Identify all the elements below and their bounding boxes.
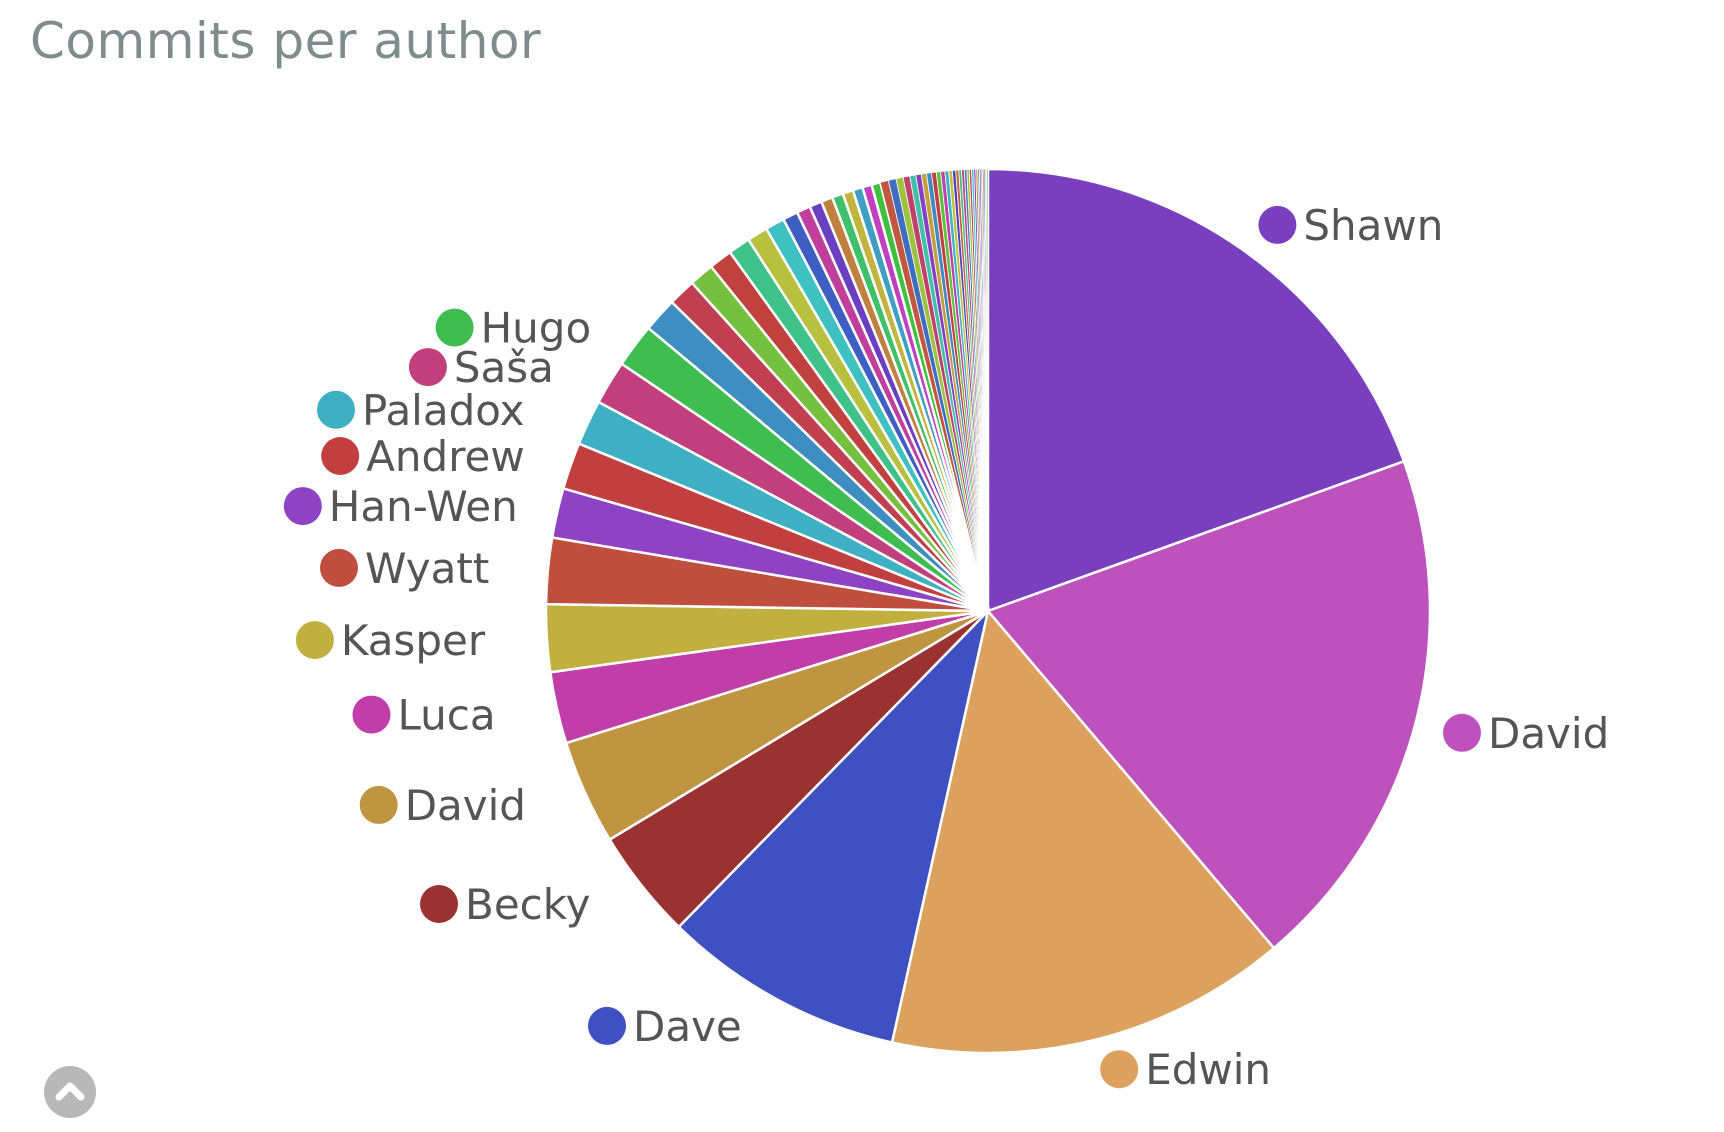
slice-label: Dave (588, 1002, 742, 1051)
pie-slice[interactable] (985, 459, 1432, 950)
legend-dot (408, 348, 447, 387)
legend-dot (1258, 205, 1297, 244)
legend-dot (321, 437, 360, 475)
slice-label: Han-Wen (283, 482, 518, 531)
slice-label: Andrew (321, 432, 525, 481)
slice-label: Kasper (295, 616, 486, 665)
slice-label-text: David (405, 781, 526, 830)
slice-label-text: Dave (633, 1002, 742, 1051)
slice-label: Shawn (1258, 201, 1443, 250)
slice-label-text: Wyatt (365, 544, 489, 593)
slice-label: Becky (420, 880, 590, 929)
slice-label-text: Edwin (1145, 1045, 1271, 1094)
legend-dot (1100, 1050, 1139, 1089)
slice-label-text: Becky (465, 880, 590, 929)
legend-dot (320, 548, 358, 587)
slice-label-text: Saša (454, 343, 554, 392)
slice-label: Hugo (435, 304, 592, 353)
slice-label: Wyatt (320, 544, 489, 593)
scroll-to-top-button[interactable] (44, 1066, 96, 1118)
pie-slice[interactable] (890, 608, 1276, 1055)
legend-dot (352, 695, 391, 734)
legend-dot (1443, 713, 1481, 752)
slice-label-text: David (1488, 709, 1609, 758)
slice-label-text: Han-Wen (329, 482, 518, 531)
pie-slices (544, 167, 1432, 1055)
legend-dot (283, 487, 322, 526)
pie-labels: Shawn David Edwin Dave Becky David Luca Kasper W… (283, 201, 1609, 1094)
legend-dot (359, 785, 398, 824)
slice-label: Paladox (317, 386, 525, 435)
slice-label: David (1443, 709, 1609, 758)
pie-slice[interactable] (677, 606, 991, 1044)
pie-slice[interactable] (986, 168, 989, 612)
slice-label-text: Shawn (1303, 201, 1443, 250)
slice-label: David (359, 781, 526, 830)
legend-dot (295, 621, 334, 660)
slice-label: Edwin (1100, 1045, 1271, 1094)
legend-dot (420, 885, 458, 923)
pie-slice[interactable] (986, 167, 1406, 613)
slice-label-text: Paladox (362, 386, 525, 435)
legend-dot (317, 390, 355, 429)
legend-dot (435, 308, 474, 347)
slice-label: Saša (408, 343, 554, 392)
legend-dot (588, 1006, 626, 1045)
chart-title: Commits per author (30, 12, 542, 70)
chevron-up-icon (55, 1082, 85, 1101)
slice-label: Luca (352, 691, 496, 740)
slice-label-text: Luca (398, 691, 496, 740)
slice-label-text: Andrew (366, 432, 525, 481)
slice-label-text: Hugo (481, 304, 592, 353)
slice-label-text: Kasper (341, 616, 486, 665)
